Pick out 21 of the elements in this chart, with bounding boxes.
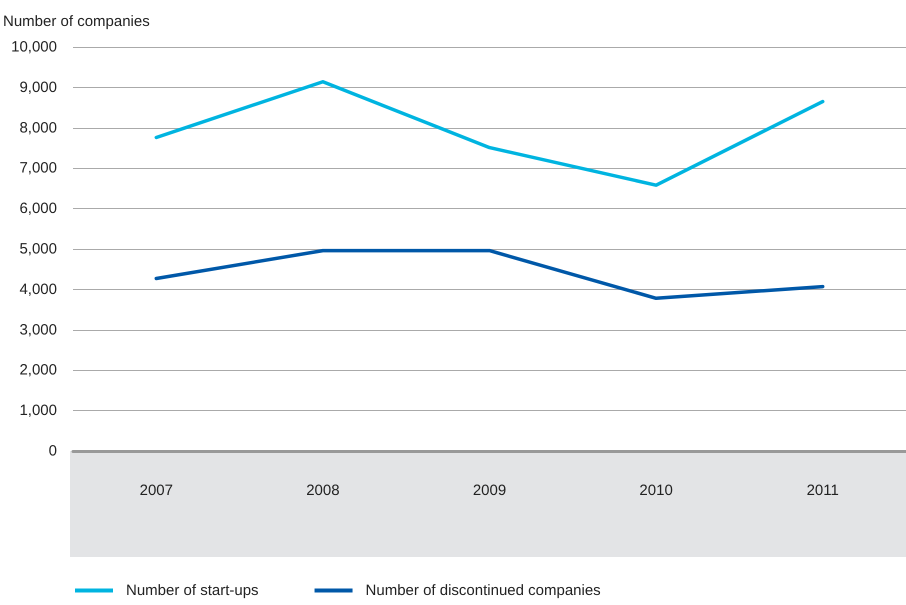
x-tick-label: 2008 <box>306 482 340 499</box>
y-tick-label: 3,000 <box>19 321 57 338</box>
x-tick-label: 2011 <box>806 482 839 499</box>
y-tick-label: 5,000 <box>19 240 57 258</box>
y-tick-label: 10,000 <box>11 38 57 56</box>
y-tick-label: 8,000 <box>19 119 57 136</box>
y-tick-label: 7,000 <box>19 160 57 177</box>
x-tick-label: 2007 <box>140 482 173 499</box>
legend-label: Number of start-ups <box>126 582 259 599</box>
x-tick-label: 2010 <box>639 482 673 499</box>
legend-label: Number of discontinued companies <box>366 582 601 599</box>
y-tick-label: 2,000 <box>19 362 57 379</box>
y-tick-label: 1,000 <box>19 402 57 420</box>
y-axis-title: Number of companies <box>3 13 150 30</box>
y-tick-label: 6,000 <box>19 200 57 218</box>
y-tick-label: 4,000 <box>19 280 57 298</box>
line-series <box>154 248 824 300</box>
x-tick-label: 2009 <box>472 482 506 499</box>
line-series <box>154 80 824 187</box>
y-tick-label: 0 <box>48 442 57 460</box>
y-tick-label: 9,000 <box>19 78 57 96</box>
